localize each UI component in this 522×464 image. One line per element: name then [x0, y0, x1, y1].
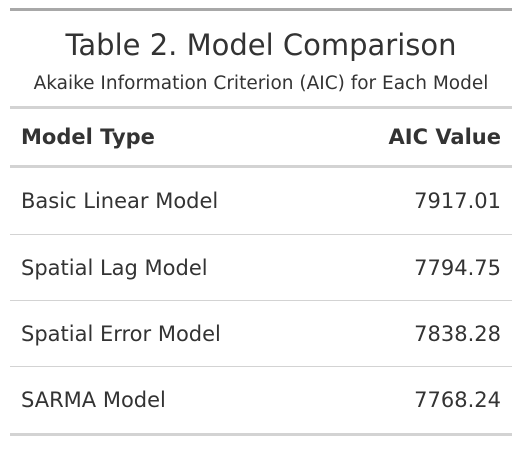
aic-value-cell: 7794.75 [414, 255, 501, 280]
model-type-cell: Spatial Lag Model [21, 255, 208, 280]
header-divider [10, 165, 512, 168]
model-type-cell: Spatial Error Model [21, 321, 221, 346]
table-row: Spatial Lag Model 7794.75 [10, 235, 512, 301]
table-row: Spatial Error Model 7838.28 [10, 301, 512, 367]
bottom-rule [10, 433, 512, 436]
model-type-cell: SARMA Model [21, 388, 166, 412]
aic-value-cell: 7917.01 [414, 189, 501, 213]
table-row: Basic Linear Model 7917.01 [10, 168, 512, 235]
column-header-model-type: Model Type [21, 125, 155, 149]
model-comparison-table: Table 2. Model Comparison Akaike Informa… [10, 8, 512, 436]
top-rule [10, 8, 512, 11]
table-subtitle: Akaike Information Criterion (AIC) for E… [33, 73, 489, 94]
column-header-row: Model Type AIC Value [10, 109, 512, 165]
title-divider [10, 106, 512, 109]
column-header-aic-value: AIC Value [388, 125, 501, 149]
table-row: SARMA Model 7768.24 [10, 367, 512, 433]
table-body: Basic Linear Model 7917.01 Spatial Lag M… [10, 168, 512, 433]
model-type-cell: Basic Linear Model [21, 189, 219, 213]
table-title: Table 2. Model Comparison [65, 28, 457, 62]
aic-value-cell: 7768.24 [414, 388, 501, 412]
aic-value-cell: 7838.28 [414, 321, 501, 346]
